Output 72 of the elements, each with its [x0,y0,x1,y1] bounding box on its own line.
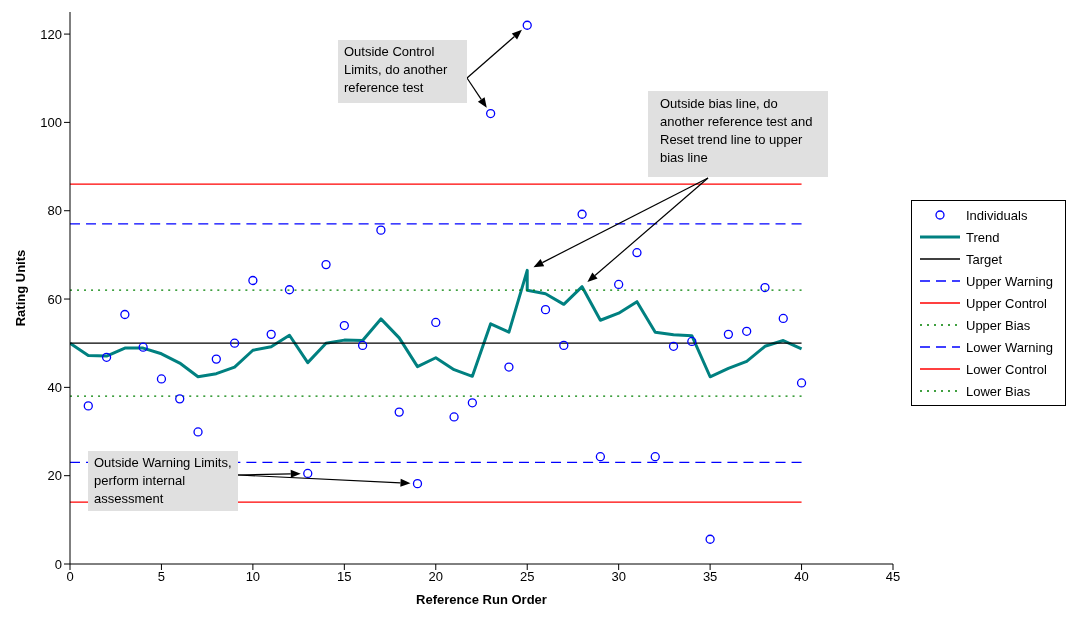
y-tick-label: 120 [40,26,62,42]
x-tick-label: 20 [428,569,444,585]
x-tick-label: 15 [337,569,352,585]
x-tick-label: 0 [66,569,74,585]
point [339,320,349,331]
legend-label: Lower Warning [966,339,1053,355]
line-series [70,268,804,379]
y-axis-title: Rating Units [12,249,28,327]
callout-box: Outside Warning Limits, perform internal assessment [88,451,238,511]
point [175,394,185,404]
point [540,304,551,315]
point [760,282,770,293]
x-tick-label: 35 [702,569,718,585]
x-tick-label: 45 [885,569,901,585]
point [449,412,459,422]
point [431,317,441,328]
point [668,341,679,351]
x-axis-title: Reference Run Order [416,592,547,607]
point [193,427,203,437]
point [229,338,240,348]
point [357,340,368,351]
point [211,354,221,364]
point [412,478,423,489]
legend-label: Lower Control [966,361,1047,377]
y-tick-label: 20 [47,468,62,484]
legend-label: Individuals [966,207,1028,223]
point [650,452,660,462]
x-tick-label: 30 [611,569,626,585]
legend-label: Upper Control [966,295,1047,311]
point [485,108,496,119]
legend-label: Upper Warning [966,273,1053,289]
y-tick-label: 60 [47,291,62,307]
point [248,275,258,286]
point [394,407,404,417]
point [632,248,642,258]
point [156,374,167,384]
x-tick-label: 10 [245,569,261,585]
legend-label: Upper Bias [966,317,1031,333]
point [522,20,532,30]
point [778,313,788,324]
point [303,468,313,479]
point [614,279,624,290]
point [376,225,386,235]
point [577,209,587,219]
point [138,342,148,352]
x-tick-label: 5 [157,569,166,585]
point [284,285,295,295]
callout-box: Outside Control Limits, do another reference test [338,40,467,103]
y-tick-label: 100 [40,115,62,131]
y-tick-label: 0 [54,556,62,572]
point [120,309,130,320]
legend-label: Lower Bias [966,383,1031,399]
point [742,326,752,336]
point [796,378,807,388]
y-tick-label: 80 [47,203,62,219]
point [504,362,514,372]
callout-box: Outside bias line, do another reference test and Reset trend line to upper bias line [648,91,828,177]
point [595,452,606,462]
y-tick-label: 40 [47,379,62,395]
point [101,352,112,362]
point [723,329,734,340]
x-tick-label: 25 [519,569,535,585]
legend-label: Trend [966,229,1000,245]
point [705,534,715,544]
point [559,340,569,351]
legend-label: Target [966,251,1003,267]
point [467,398,478,408]
point [83,401,93,411]
point [687,336,697,347]
point [266,329,276,340]
point [321,259,331,270]
x-tick-label: 40 [794,569,809,585]
